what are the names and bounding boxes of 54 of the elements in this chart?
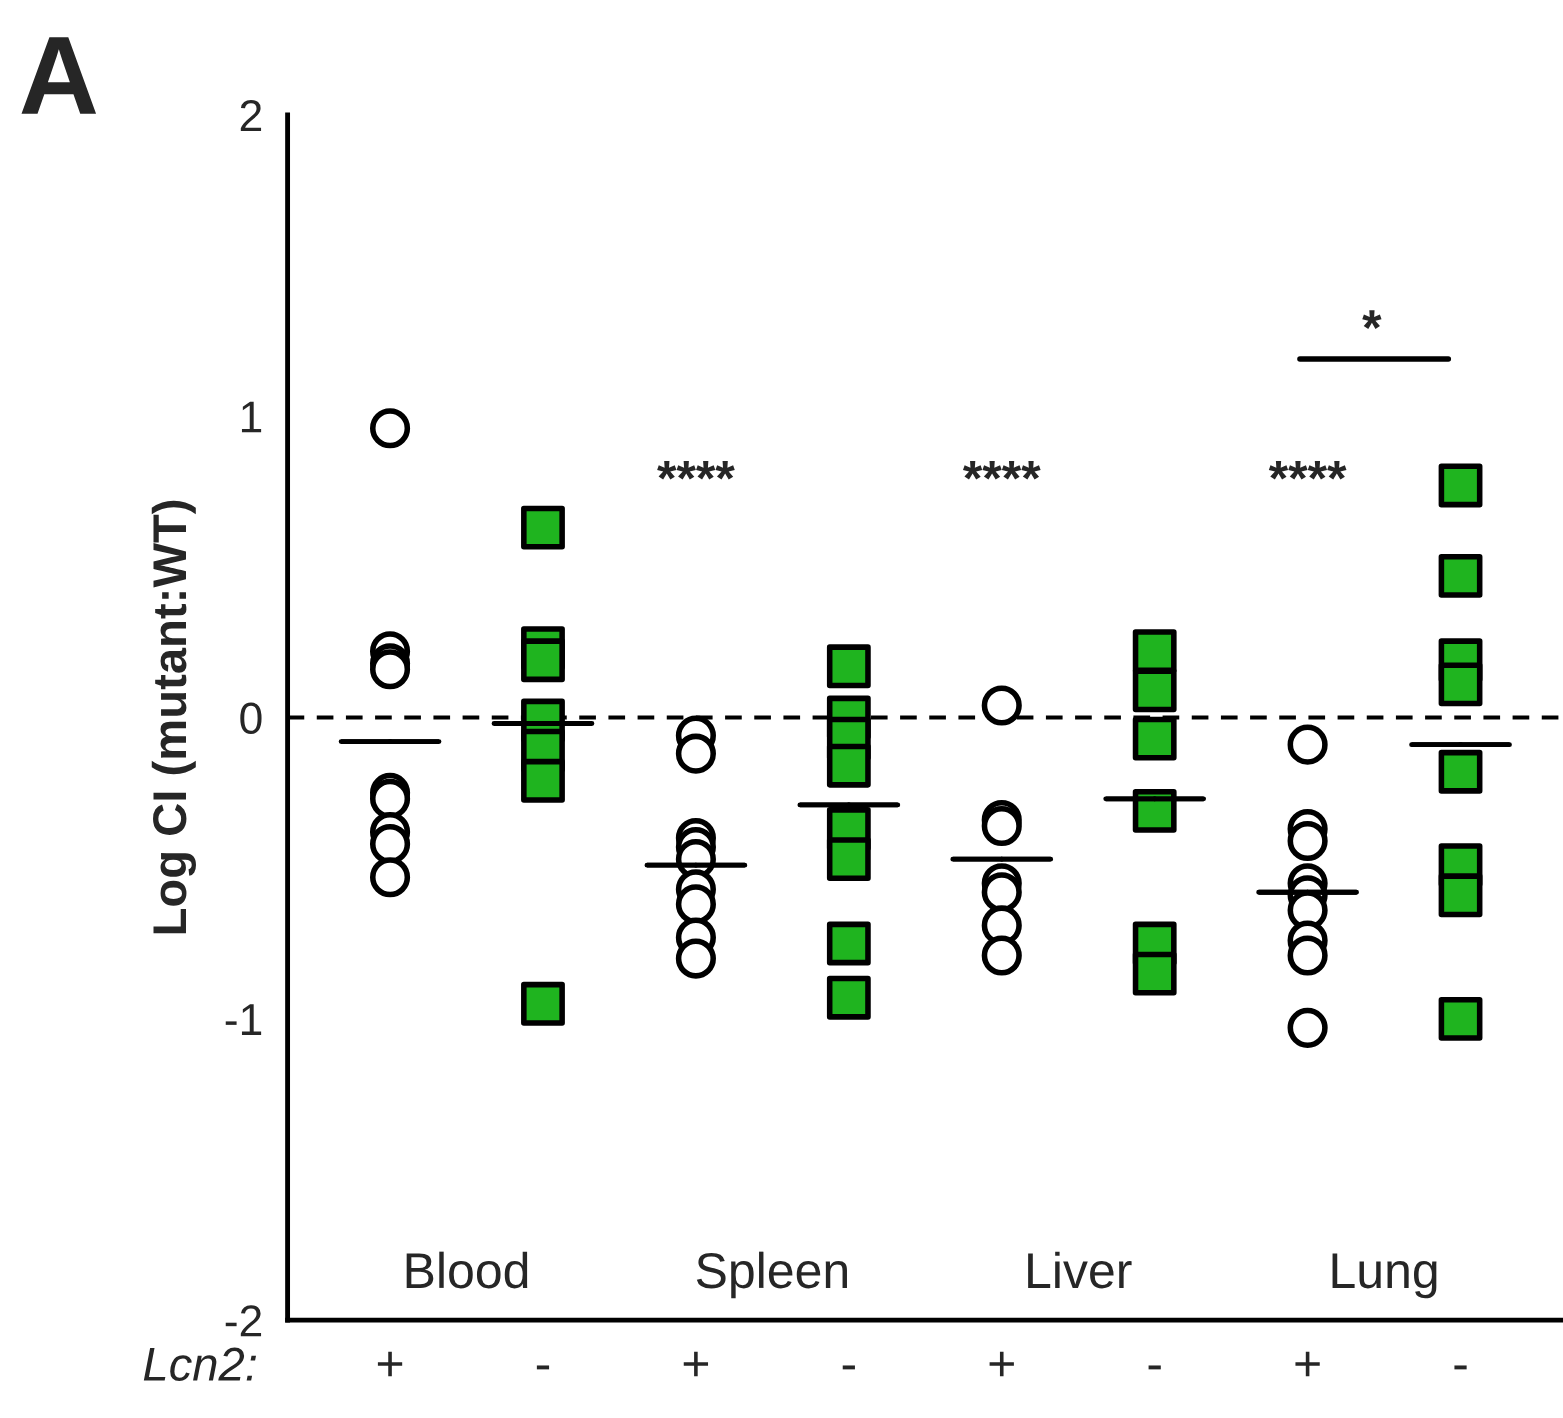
annotation: Spleen [696,1251,847,1299]
text: A [21,37,97,114]
point [369,408,411,449]
annotation: * [1362,310,1382,329]
annotation: **** [657,461,735,480]
y-tick-label: 0 [240,702,262,735]
x-axis-title: Lcn2: [143,1347,257,1382]
point [826,975,871,1020]
point [1438,662,1483,707]
annotation: Liver [1028,1251,1132,1289]
x-tick-label: + [1295,1351,1320,1377]
point [981,935,1022,976]
x-tick-label: + [377,1351,403,1377]
point [1438,463,1483,508]
point [521,505,565,550]
point [981,805,1022,847]
y-axis-title: Log CI (mutant:WT) [151,500,196,934]
point [521,638,565,683]
y-tick-label: -1 [225,1004,262,1035]
point [1287,1007,1328,1048]
y-tick-label: 2 [240,99,262,131]
point [1438,553,1483,598]
point [675,938,716,979]
point [1132,629,1177,674]
annotation: **** [1268,461,1347,480]
point [1132,668,1177,713]
point [521,758,565,803]
x-tick-label: - [842,1365,855,1370]
x-tick-label: - [536,1365,550,1370]
point [675,733,716,774]
point [1438,873,1483,918]
point [981,685,1022,726]
annotation: Blood [406,1251,528,1289]
point [1132,716,1177,761]
point [1438,749,1483,794]
point [1287,820,1328,862]
x-tick-label: - [1148,1365,1161,1370]
point [826,644,871,689]
annotation: Lung [1332,1253,1437,1299]
point [826,837,871,882]
annotation: **** [962,461,1041,480]
point [521,981,565,1026]
point [1287,935,1328,976]
point [1438,996,1483,1041]
y-tick-label: -2 [225,1305,262,1337]
x-tick-label: + [989,1351,1014,1377]
x-tick-label: - [1454,1365,1467,1370]
y-tick-label: 1 [241,401,262,433]
point [826,921,871,966]
point [826,743,871,788]
x-tick-label: + [683,1351,709,1377]
point [1132,951,1177,996]
point [369,857,411,898]
point [1287,724,1328,765]
